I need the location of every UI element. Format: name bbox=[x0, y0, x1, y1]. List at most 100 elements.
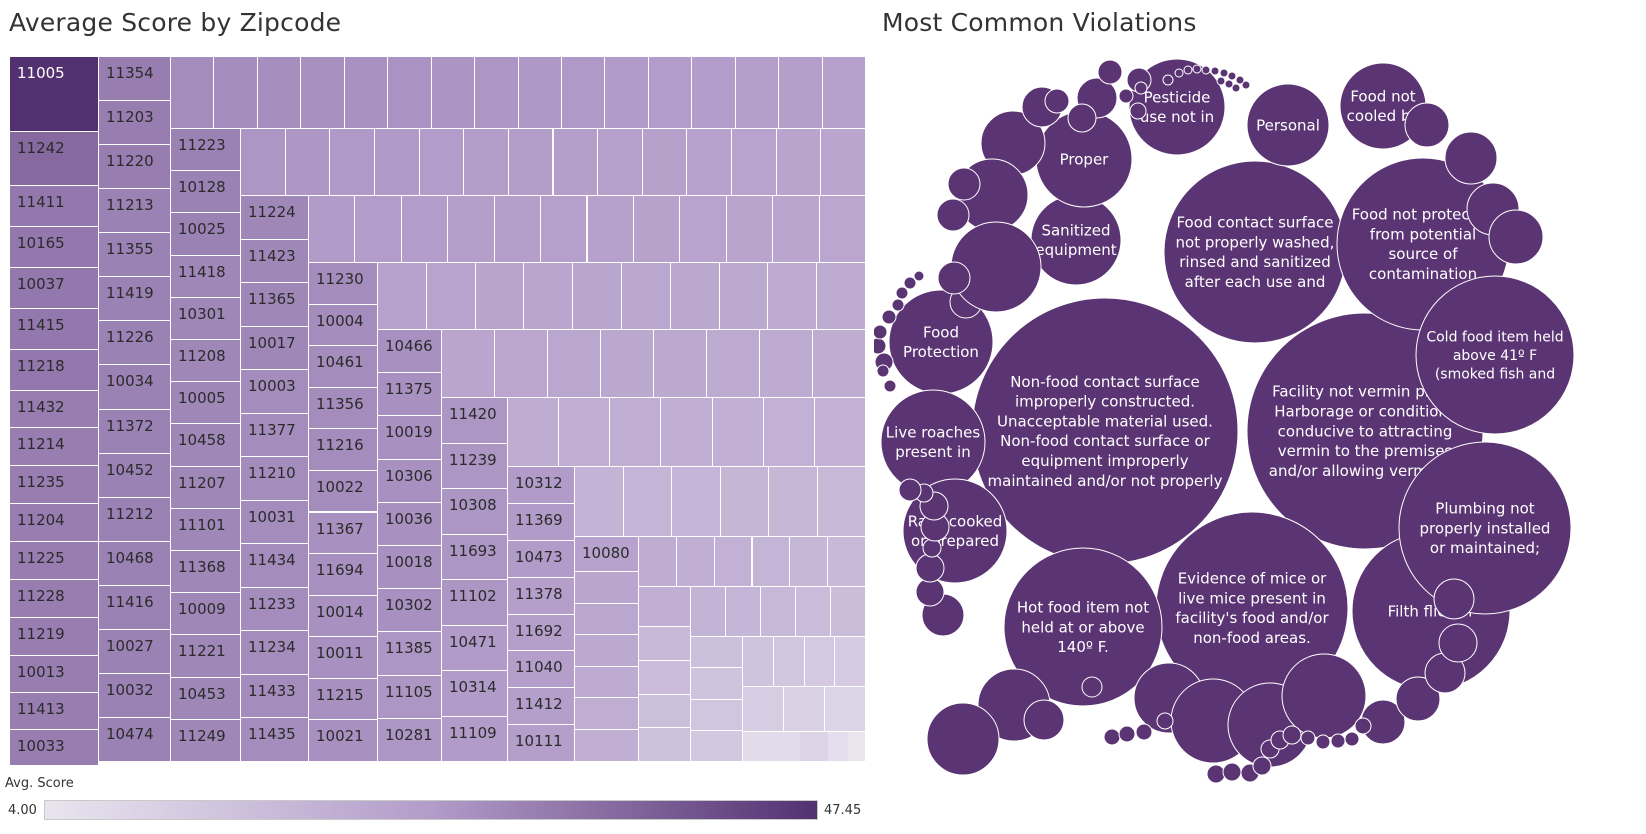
treemap-cell-10301: 10301 bbox=[171, 297, 241, 340]
treemap-cell bbox=[691, 699, 743, 731]
treemap-cell bbox=[776, 129, 822, 196]
treemap-cell bbox=[726, 587, 761, 637]
treemap-cell-10019: 10019 bbox=[378, 416, 442, 460]
treemap-cell bbox=[707, 330, 760, 398]
violations-bubble-chart: Non-food contact surface improperly const… bbox=[874, 58, 1575, 784]
treemap-cell bbox=[817, 263, 866, 330]
treemap-cell-10458: 10458 bbox=[171, 424, 241, 467]
treemap-cell-label: 11235 bbox=[17, 473, 65, 491]
violation-bubble bbox=[1163, 160, 1347, 344]
treemap-cell-11109: 11109 bbox=[442, 716, 508, 762]
treemap-cell-11040: 11040 bbox=[508, 651, 575, 689]
treemap-cell bbox=[508, 129, 554, 196]
treemap-cell-10005: 10005 bbox=[171, 382, 241, 425]
treemap-cell-label: 11040 bbox=[515, 658, 563, 677]
violation-bubble-label: Food contact surface not properly washed,… bbox=[1176, 214, 1335, 291]
bubble-chart-title: Most Common Violations bbox=[882, 8, 1197, 37]
treemap-cell bbox=[743, 687, 784, 732]
treemap-cell-10031: 10031 bbox=[241, 500, 309, 545]
treemap-cell bbox=[691, 587, 726, 637]
legend-max-label: 47.45 bbox=[824, 803, 862, 818]
treemap-cell bbox=[610, 398, 662, 467]
treemap-cell-11365: 11365 bbox=[241, 283, 309, 327]
bubble bbox=[883, 379, 897, 393]
treemap-cell bbox=[639, 728, 691, 762]
violation-bubble-label: Pesticide use not in bbox=[1140, 88, 1214, 126]
treemap-cell-11219: 11219 bbox=[10, 618, 99, 656]
treemap-cell-label: 11365 bbox=[248, 290, 296, 309]
bubble bbox=[1081, 676, 1103, 698]
treemap-cell-11213: 11213 bbox=[99, 189, 171, 234]
treemap-cell-10033: 10033 bbox=[10, 730, 99, 766]
treemap-cell-label: 10466 bbox=[385, 337, 433, 355]
treemap-cell-11203: 11203 bbox=[99, 101, 171, 146]
treemap-cell-label: 11226 bbox=[106, 328, 154, 347]
bubble bbox=[1156, 712, 1174, 730]
treemap-cell-10011: 10011 bbox=[309, 637, 378, 679]
treemap-cell-11204: 11204 bbox=[10, 504, 99, 542]
treemap-cell-11693: 11693 bbox=[442, 534, 508, 580]
treemap-cell bbox=[344, 57, 389, 129]
treemap-cell-10032: 10032 bbox=[99, 673, 171, 718]
treemap-cell-11102: 11102 bbox=[442, 580, 508, 626]
treemap-cell-10080: 10080 bbox=[575, 537, 639, 572]
treemap-cell-label: 11375 bbox=[385, 380, 433, 399]
treemap-cell-10461: 10461 bbox=[309, 346, 378, 388]
treemap-cell-label: 11385 bbox=[385, 639, 433, 658]
treemap-cell-11242: 11242 bbox=[10, 132, 99, 186]
treemap-cell bbox=[848, 732, 866, 762]
treemap-cell-label: 11418 bbox=[178, 262, 226, 281]
bubble bbox=[898, 478, 922, 502]
treemap-cell-label: 10468 bbox=[106, 548, 154, 567]
treemap-cell-11367: 11367 bbox=[309, 512, 378, 555]
bubble bbox=[1252, 756, 1272, 776]
treemap-cell-label: 10027 bbox=[106, 636, 154, 655]
legend-title: Avg. Score bbox=[5, 776, 74, 791]
treemap-cell-11418: 11418 bbox=[171, 255, 241, 298]
treemap-cell bbox=[548, 330, 601, 398]
treemap-cell-label: 10452 bbox=[106, 460, 154, 479]
treemap-cell-label: 11692 bbox=[515, 621, 563, 640]
treemap-cell bbox=[622, 263, 671, 330]
treemap-cell-11228: 11228 bbox=[10, 580, 99, 618]
treemap-cell bbox=[825, 687, 866, 732]
treemap-cell bbox=[442, 330, 495, 398]
treemap-cell bbox=[575, 603, 639, 636]
violation-bubble-label: Proper bbox=[1060, 150, 1110, 168]
bubble bbox=[1330, 733, 1346, 749]
treemap-cell-label: 11219 bbox=[17, 625, 65, 643]
treemap-cell bbox=[309, 196, 356, 263]
treemap-cell-10312: 10312 bbox=[508, 467, 575, 504]
bubble bbox=[1134, 81, 1148, 95]
violation-bubble-label: Cold food item held above 41º F (smoked fi… bbox=[1426, 329, 1563, 382]
treemap-cell-label: 11220 bbox=[106, 152, 154, 171]
treemap-cell-11412: 11412 bbox=[508, 688, 575, 726]
treemap-cell bbox=[642, 129, 688, 196]
treemap-cell-label: 10314 bbox=[449, 678, 497, 696]
treemap-cell-label: 10080 bbox=[582, 544, 630, 562]
treemap-cell-11423: 11423 bbox=[241, 239, 309, 284]
treemap-cell-label: 11432 bbox=[17, 398, 65, 416]
treemap-cell-label: 10004 bbox=[316, 311, 364, 330]
treemap-cell-11372: 11372 bbox=[99, 409, 171, 454]
bubble bbox=[895, 286, 909, 300]
treemap-title: Average Score by Zipcode bbox=[9, 8, 342, 37]
treemap-cell-label: 10018 bbox=[385, 553, 433, 571]
treemap-cell bbox=[735, 57, 780, 129]
bubble bbox=[1395, 676, 1441, 722]
violation-bubble-label: Facility not vermin proof. Harborage or c… bbox=[1269, 383, 1461, 480]
treemap-cell-label: 11215 bbox=[316, 685, 364, 704]
treemap-cell-label: 11372 bbox=[106, 416, 154, 435]
treemap-cell-10018: 10018 bbox=[378, 546, 442, 590]
treemap-cell-label: 10312 bbox=[515, 474, 563, 492]
treemap-cell-label: 11694 bbox=[316, 561, 364, 580]
treemap-cell-10468: 10468 bbox=[99, 541, 171, 586]
treemap-cell-label: 11223 bbox=[178, 136, 226, 154]
treemap-cell bbox=[378, 263, 427, 330]
violation-bubble bbox=[1128, 58, 1226, 156]
treemap-cell-10021: 10021 bbox=[309, 720, 378, 762]
treemap-cell-11415: 11415 bbox=[10, 309, 99, 350]
treemap-cell-10453: 10453 bbox=[171, 677, 241, 720]
bubble bbox=[1222, 762, 1242, 782]
treemap-cell-11225: 11225 bbox=[10, 542, 99, 580]
